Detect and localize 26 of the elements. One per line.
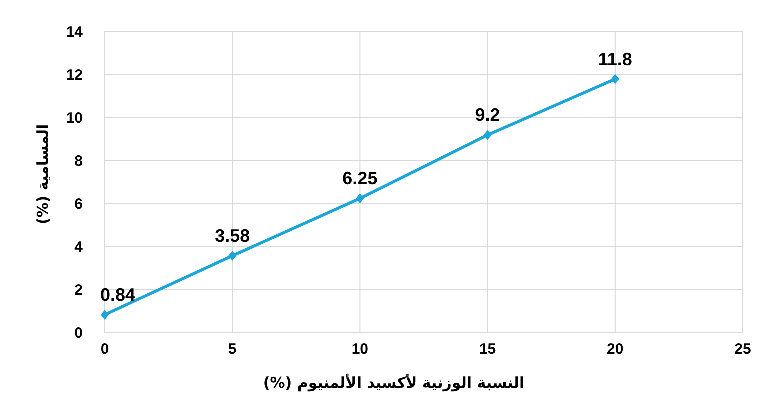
data-label: 11.8 xyxy=(598,49,632,70)
x-tick-label: 0 xyxy=(100,341,110,358)
x-tick-label: 25 xyxy=(734,341,752,358)
y-tick-label: 2 xyxy=(74,282,83,299)
y-tick-label: 8 xyxy=(74,153,83,170)
data-label: 9.2 xyxy=(475,105,500,126)
point xyxy=(356,194,364,204)
y-tick-label: 10 xyxy=(66,110,83,127)
point xyxy=(611,74,620,84)
x-tick-label: 20 xyxy=(607,341,624,358)
y-tick-label: 12 xyxy=(66,67,83,84)
point xyxy=(484,130,492,140)
data-label: 0.84 xyxy=(100,284,136,305)
data-label: 3.58 xyxy=(215,226,250,246)
x-tick-label: 5 xyxy=(228,341,237,358)
x-tick-label: 10 xyxy=(352,341,369,358)
point xyxy=(101,310,109,320)
y-tick-label: 6 xyxy=(74,196,83,213)
y-tick-label: 4 xyxy=(74,239,84,256)
point xyxy=(228,251,237,262)
x-axis-title: النسبة الوزنية لأكسيد الألمنيوم (%) xyxy=(263,373,525,392)
y-axis-title: المسامية (%) xyxy=(34,124,52,225)
x-tick-label: 15 xyxy=(479,341,496,358)
y-tick-label: 0 xyxy=(74,325,83,342)
y-tick-label: 14 xyxy=(66,24,84,41)
data-label: 6.25 xyxy=(342,168,378,189)
